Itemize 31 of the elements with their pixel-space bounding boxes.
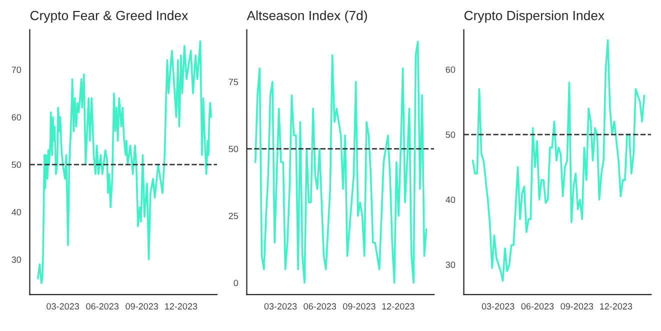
x-tick-label: 03-2023 xyxy=(264,303,297,310)
x-tick-label: 09-2023 xyxy=(560,303,594,310)
y-tick-label: 75 xyxy=(228,78,238,86)
y-tick-label: 50 xyxy=(228,146,238,152)
y-tick-label: 40 xyxy=(446,196,456,203)
y-tick-label: 30 xyxy=(12,256,22,263)
y-tick-label: 40 xyxy=(12,208,22,216)
x-tick-label: 06-2023 xyxy=(86,303,119,310)
chart-title: Altseason Index (7d) xyxy=(246,10,367,23)
x-tick-label: 12-2023 xyxy=(165,303,198,310)
chart-title: Crypto Dispersion Index xyxy=(464,10,604,23)
y-tick-label: 25 xyxy=(228,212,238,220)
y-tick-label: 30 xyxy=(446,262,456,268)
y-tick-label: 60 xyxy=(12,114,22,120)
y-tick-label: 70 xyxy=(12,66,22,74)
x-tick-label: 03-2023 xyxy=(482,303,514,310)
x-tick-label: 09-2023 xyxy=(126,303,158,310)
y-tick-label: 50 xyxy=(446,132,456,138)
line-series xyxy=(37,40,212,284)
y-tick-label: 60 xyxy=(446,66,456,73)
line-series xyxy=(254,40,428,284)
y-tick-label: 50 xyxy=(12,162,22,168)
x-tick-label: 06-2023 xyxy=(304,303,336,310)
x-tick-label: 03-2023 xyxy=(46,303,79,310)
x-tick-label: 09-2023 xyxy=(343,303,376,310)
x-tick-label: 12-2023 xyxy=(600,303,632,310)
line-series xyxy=(472,39,646,282)
y-tick-label: 0 xyxy=(234,280,238,286)
x-tick-label: 12-2023 xyxy=(382,303,414,310)
chart-title: Crypto Fear & Greed Index xyxy=(30,10,188,23)
x-tick-label: 06-2023 xyxy=(521,303,554,310)
